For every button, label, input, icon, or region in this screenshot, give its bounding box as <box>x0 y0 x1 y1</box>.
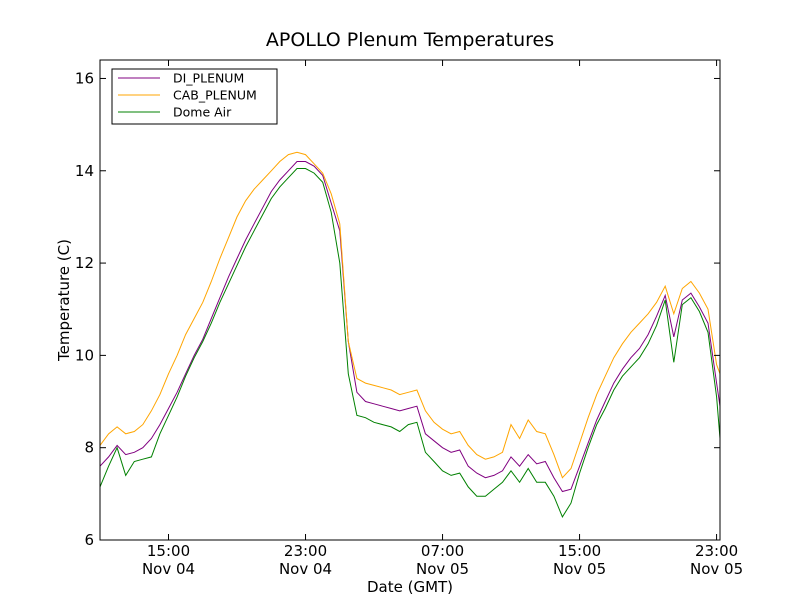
legend-label: Dome Air <box>173 105 232 120</box>
x-tick-label-date: Nov 05 <box>416 560 469 578</box>
plot-frame <box>99 59 721 541</box>
legend: DI_PLENUM CAB_PLENUM Dome Air <box>111 68 278 125</box>
plot-area <box>99 151 721 518</box>
x-tick-label-time: 23:00 <box>695 542 738 560</box>
x-tick-label-date: Nov 04 <box>279 560 332 578</box>
x-tick-label-date: Nov 05 <box>553 560 606 578</box>
x-tick-label-date: Nov 04 <box>142 560 195 578</box>
x-tick-label-time: 15:00 <box>558 542 601 560</box>
series-line-cab-plenum <box>99 151 721 479</box>
legend-box <box>111 68 278 125</box>
y-tick-label: 10 <box>75 346 94 364</box>
legend-label: DI_PLENUM <box>173 71 244 86</box>
legend-label: CAB_PLENUM <box>173 88 257 103</box>
y-tick-label: 6 <box>84 531 94 549</box>
series-line-dome-air <box>99 168 721 518</box>
y-axis: 6 8 10 12 14 16 <box>75 69 720 549</box>
y-axis-label: Temperature (C) <box>55 239 73 362</box>
x-axis-label: Date (GMT) <box>367 578 453 596</box>
x-tick-label-time: 23:00 <box>284 542 327 560</box>
y-tick-label: 16 <box>75 69 94 87</box>
x-tick-label-time: 07:00 <box>421 542 464 560</box>
x-tick-label-time: 15:00 <box>147 542 190 560</box>
y-tick-label: 12 <box>75 254 94 272</box>
chart-title: APOLLO Plenum Temperatures <box>266 29 554 51</box>
y-tick-label: 14 <box>75 162 94 180</box>
x-tick-label-date: Nov 05 <box>690 560 743 578</box>
series-line-di-plenum <box>99 161 721 493</box>
y-tick-label: 8 <box>84 439 94 457</box>
